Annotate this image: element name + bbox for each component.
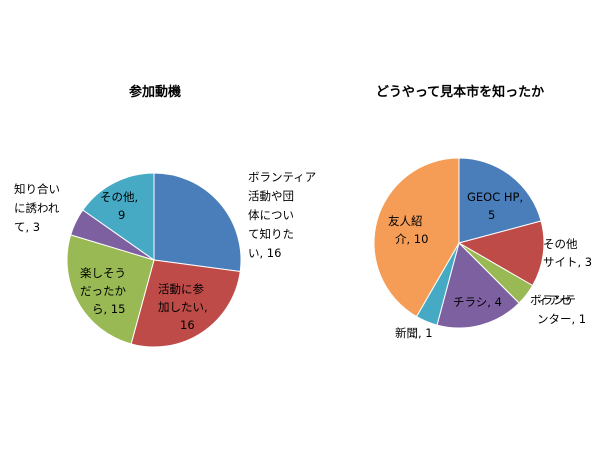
slice-label-volunteer-center: ボランテ ィアセ ンター, 1 [530, 293, 586, 326]
source-slice-3 [436, 242, 520, 329]
slice-label-participate: 活動に参 加したい, 16 [158, 282, 211, 332]
slice-label-invited: 知り合い に誘われ て, 3 [14, 182, 64, 234]
slice-label-fun: 楽しそう だったか ら, 15 [80, 266, 130, 316]
motivation-slice-2 [66, 234, 155, 345]
chart-title-motivation: 参加動機 [129, 84, 181, 100]
pie-chart-motivation: 参加動機 ボランティア 活動や団 体につい て知りた い, 16 活動に参 加し… [14, 84, 320, 348]
slice-label-volunteer-info: ボランティア 活動や団 体につい て知りた い, 16 [248, 170, 320, 260]
slice-label-newspaper: 新聞, 1 [395, 326, 433, 340]
motivation-slice-1 [130, 259, 241, 348]
slice-label-friend: 友人紹 介, 10 [388, 214, 428, 246]
slice-label-flyer: チラシ, 4 [453, 295, 502, 309]
source-slice-1 [457, 220, 545, 287]
slice-label-other: その他, 9 [100, 190, 142, 222]
source-slice-5 [373, 157, 460, 318]
motivation-slice-0 [153, 172, 242, 273]
source-slice-0 [458, 157, 542, 244]
motivation-slice-4 [82, 172, 155, 261]
slice-label-geoc-hp: GEOC HP, 5 [467, 190, 527, 222]
slice-label-other-sites: その他 サイト, 3 [543, 237, 592, 269]
pie-chart-source: どうやって見本市を知ったか GEOC HP, 5 その他 サイト, 3 ボランテ… [373, 84, 592, 340]
chart-title-source: どうやって見本市を知ったか [376, 84, 544, 100]
